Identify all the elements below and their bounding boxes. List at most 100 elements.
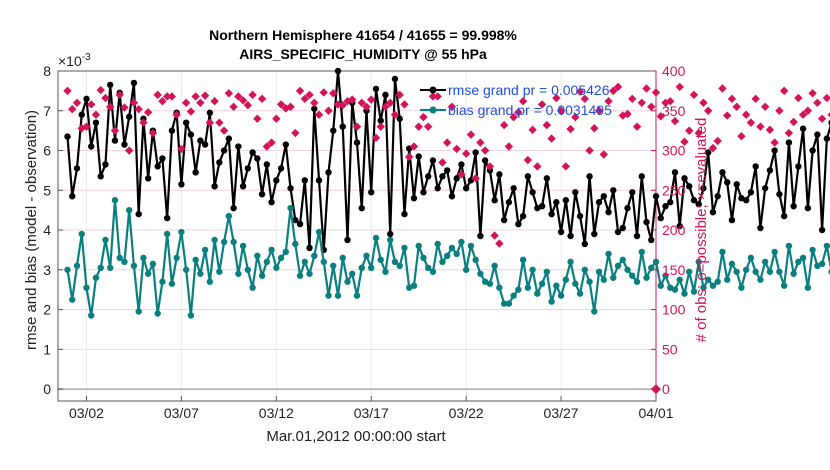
rmse-point <box>595 199 603 206</box>
rmse-point <box>676 222 683 230</box>
bias-point <box>719 248 726 256</box>
y-tick-label: 6 <box>43 143 51 159</box>
bias-point <box>287 204 294 212</box>
bias-point <box>586 278 593 285</box>
obs-evaluated-point <box>452 144 461 154</box>
bias-point <box>496 284 503 291</box>
rmse-point <box>548 210 555 218</box>
rmse-point <box>472 149 479 156</box>
rmse-point <box>515 220 522 228</box>
rmse-point <box>581 240 589 248</box>
bias-point <box>657 282 664 289</box>
obs-evaluated-point <box>291 128 300 138</box>
rmse-point <box>477 232 484 240</box>
obs-evaluated-point <box>177 144 186 154</box>
bias-point <box>239 242 247 250</box>
bias-point <box>144 270 152 277</box>
x-axis-label: Mar.01,2012 00:00:00 start <box>266 428 446 445</box>
obs-evaluated-point <box>143 108 153 117</box>
obs-evaluated-point <box>509 112 518 122</box>
bias-point <box>306 270 313 277</box>
obs-evaluated-point <box>210 97 219 106</box>
obs-evaluated-point <box>466 130 476 139</box>
x-tick-label: 04/01 <box>638 405 673 421</box>
rmse-point <box>334 67 342 75</box>
obs-evaluated-point <box>300 94 309 104</box>
obs-evaluated-point <box>319 88 328 97</box>
bias-point <box>576 290 584 297</box>
obs-evaluated-point <box>727 94 737 104</box>
rmse-point <box>567 232 574 240</box>
obs-evaluated-point <box>433 92 442 101</box>
rmse-point <box>761 185 769 192</box>
bias-point <box>130 262 138 270</box>
obs-evaluated-point <box>395 90 404 100</box>
bias-point <box>486 280 494 287</box>
bias-point <box>467 242 475 250</box>
rmse-point <box>686 183 693 190</box>
bias-point <box>320 258 327 266</box>
obs-evaluated-point <box>153 90 162 100</box>
rmse-point <box>481 157 489 164</box>
legend-rmse-label: rmse grand pr = 0.005426 <box>448 82 610 98</box>
obs-evaluated-point <box>495 239 504 248</box>
rmse-point <box>311 105 318 112</box>
bias-point <box>353 292 361 299</box>
bias-point <box>515 286 522 293</box>
obs-evaluated-point <box>628 94 637 104</box>
bias-point <box>187 312 195 319</box>
bias-point <box>173 254 180 262</box>
bias-point <box>448 244 456 252</box>
obs-evaluated-point <box>423 122 433 131</box>
rmse-point <box>230 204 237 212</box>
obs-evaluated-point <box>262 142 272 151</box>
obs-evaluated-point <box>158 97 167 106</box>
rmse-point <box>235 143 242 150</box>
tick-labels: 03/02 03/07 03/12 03/17 03/22 03/27 04/01 0 1 2 3 4… <box>43 63 685 421</box>
y2-tick-label: 150 <box>662 262 686 278</box>
rmse-point <box>211 183 218 190</box>
obs-evaluated-point <box>87 100 96 109</box>
rmse-point <box>453 175 460 182</box>
bias-point <box>225 212 233 220</box>
obs-evaluated-point <box>722 111 732 120</box>
bias-point <box>443 252 451 260</box>
bias-point <box>220 238 228 246</box>
obs-evaluated-point <box>357 98 366 108</box>
bias-point <box>140 254 147 262</box>
bias-point <box>121 258 128 266</box>
rmse-point <box>125 113 133 120</box>
obs-evaluated-point <box>134 104 143 114</box>
axes <box>57 70 657 402</box>
obs-evaluated-point <box>647 102 656 111</box>
obs-evaluated-point <box>295 86 305 96</box>
rmse-point <box>315 177 323 184</box>
obs-evaluated-point <box>390 110 400 119</box>
obs-evaluated-point <box>129 98 139 108</box>
obs-evaluated-point <box>314 110 324 119</box>
bias-point <box>273 264 280 272</box>
bias-point <box>648 264 655 272</box>
bias-point <box>311 252 318 260</box>
rmse-point <box>420 189 427 196</box>
rmse-point <box>614 228 622 236</box>
y-tick-label: 2 <box>43 302 51 318</box>
bias-point <box>752 268 759 275</box>
rmse-point <box>529 189 536 196</box>
rmse-point <box>325 169 332 176</box>
y2-tick-label: 300 <box>662 143 686 159</box>
obs-evaluated-point <box>704 106 713 115</box>
y2-tick-label: 350 <box>662 103 686 119</box>
x-tick-label: 03/07 <box>164 405 199 421</box>
rmse-point <box>268 199 275 206</box>
obs-evaluated-point <box>167 92 177 101</box>
rmse-point <box>163 214 171 222</box>
rmse-point <box>206 109 214 116</box>
y-tick-label: 4 <box>43 222 51 238</box>
obs-evaluated-point <box>765 125 775 135</box>
obs-evaluated-point <box>822 93 830 103</box>
obs-evaluated-point <box>191 92 200 101</box>
bias-point <box>610 274 617 281</box>
bias-point <box>567 258 574 266</box>
bias-point <box>401 244 408 252</box>
